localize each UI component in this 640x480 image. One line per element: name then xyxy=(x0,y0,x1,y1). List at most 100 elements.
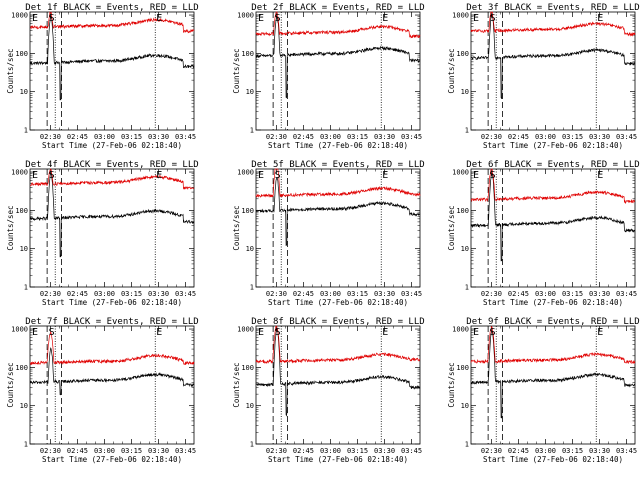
x-tick-label: 03:00 xyxy=(320,133,341,141)
end-marker: E xyxy=(382,13,388,24)
y-axis-label: Counts/sec xyxy=(6,362,15,407)
plot-frame xyxy=(29,11,195,131)
x-tick-label: 03:30 xyxy=(374,447,395,455)
x-tick-label: 02:45 xyxy=(508,447,529,455)
panel-title: Det 2f BLACK = Events, RED = LLD xyxy=(251,3,424,13)
end-marker: E xyxy=(156,170,162,181)
x-tick-label: 03:15 xyxy=(562,447,583,455)
events-series-line xyxy=(29,172,195,258)
x-tick-label: 02:30 xyxy=(40,133,61,141)
plot-frame xyxy=(470,11,636,131)
detector-panel-2: Det 2f BLACK = Events, RED = LLD 1 10 100 10… xyxy=(232,3,425,150)
detector-panel-6: Det 6f BLACK = Events, RED = LLD 1 10 100 10… xyxy=(447,160,640,307)
end-marker: E xyxy=(597,170,603,181)
detector-panel-9: Det 9f BLACK = Events, RED = LLD 1 10 100 10… xyxy=(447,317,640,464)
start-marker: E xyxy=(473,327,479,338)
x-tick-label: 03:00 xyxy=(94,447,115,455)
panel-title: Det 5f BLACK = Events, RED = LLD xyxy=(251,160,424,170)
panel-title: Det 3f BLACK = Events, RED = LLD xyxy=(466,3,639,13)
end-marker: E xyxy=(597,13,603,24)
y-tick-label: 10 xyxy=(246,402,254,410)
x-tick-label: 03:30 xyxy=(589,447,610,455)
y-tick-label: 100 xyxy=(456,364,469,372)
y-axis-label: Counts/sec xyxy=(447,205,456,250)
events-series-line xyxy=(255,327,421,417)
y-tick-label: 100 xyxy=(15,364,28,372)
x-tick-label: 03:15 xyxy=(562,290,583,298)
x-tick-label: 02:45 xyxy=(293,290,314,298)
start-marker: E xyxy=(473,170,479,181)
y-tick-label: 1000 xyxy=(452,169,469,177)
start-marker: E xyxy=(258,327,264,338)
y-tick-label: 1000 xyxy=(11,169,28,177)
x-tick-label: 03:00 xyxy=(320,290,341,298)
x-axis-label: Start Time (27-Feb-06 02:18:40) xyxy=(42,141,182,150)
y-tick-label: 1 xyxy=(24,284,28,292)
lld-series-line xyxy=(29,168,195,190)
x-tick-label: 03:30 xyxy=(589,133,610,141)
peak-marker: S xyxy=(275,327,281,338)
panel-title: Det 1f BLACK = Events, RED = LLD xyxy=(25,3,198,13)
plot-frame xyxy=(255,325,421,445)
start-marker: E xyxy=(258,170,264,181)
end-marker: E xyxy=(156,13,162,24)
events-series-line xyxy=(255,15,421,99)
x-tick-label: 02:30 xyxy=(40,447,61,455)
panel-title: Det 9f BLACK = Events, RED = LLD xyxy=(466,317,639,327)
events-series-line xyxy=(470,330,636,419)
x-tick-label: 03:15 xyxy=(347,447,368,455)
panel-title: Det 7f BLACK = Events, RED = LLD xyxy=(25,317,198,327)
x-tick-label: 03:30 xyxy=(589,290,610,298)
x-tick-label: 03:15 xyxy=(347,290,368,298)
lld-series-line xyxy=(255,168,421,198)
y-axis-label: Counts/sec xyxy=(232,48,241,93)
x-tick-label: 03:45 xyxy=(616,447,637,455)
plot-frame xyxy=(255,168,421,288)
y-tick-label: 1 xyxy=(465,441,469,449)
y-tick-label: 1000 xyxy=(237,326,254,334)
x-tick-label: 02:30 xyxy=(266,133,287,141)
x-tick-label: 03:45 xyxy=(401,447,422,455)
peak-marker: S xyxy=(49,13,55,24)
events-series-line xyxy=(470,173,636,262)
start-marker: E xyxy=(473,13,479,24)
x-tick-label: 03:00 xyxy=(535,133,556,141)
end-marker: E xyxy=(382,170,388,181)
y-tick-label: 1000 xyxy=(452,12,469,20)
plot-frame xyxy=(470,325,636,445)
y-tick-label: 10 xyxy=(20,402,28,410)
end-marker: E xyxy=(597,327,603,338)
x-tick-label: 02:30 xyxy=(481,133,502,141)
x-tick-label: 03:30 xyxy=(148,447,169,455)
detector-panel-4: Det 4f BLACK = Events, RED = LLD 1 10 100 10… xyxy=(6,160,199,307)
y-tick-label: 1000 xyxy=(11,326,28,334)
lld-series-line xyxy=(470,325,636,365)
detector-panel-3: Det 3f BLACK = Events, RED = LLD 1 10 100 10… xyxy=(447,3,640,150)
panel-title: Det 6f BLACK = Events, RED = LLD xyxy=(466,160,639,170)
y-tick-label: 100 xyxy=(241,207,254,215)
end-marker: E xyxy=(382,327,388,338)
end-marker: E xyxy=(156,327,162,338)
x-axis-label: Start Time (27-Feb-06 02:18:40) xyxy=(268,141,408,150)
panel-title: Det 8f BLACK = Events, RED = LLD xyxy=(251,317,424,327)
x-tick-label: 02:30 xyxy=(481,447,502,455)
x-tick-label: 03:15 xyxy=(121,447,142,455)
y-tick-label: 10 xyxy=(20,245,28,253)
start-marker: E xyxy=(32,13,38,24)
start-marker: E xyxy=(32,327,38,338)
plot-frame xyxy=(255,11,421,131)
y-tick-label: 1 xyxy=(250,441,254,449)
x-tick-label: 02:30 xyxy=(266,447,287,455)
y-tick-label: 1 xyxy=(250,284,254,292)
x-tick-label: 02:45 xyxy=(293,447,314,455)
y-axis-label: Counts/sec xyxy=(6,48,15,93)
x-tick-label: 02:45 xyxy=(293,133,314,141)
y-tick-label: 100 xyxy=(456,207,469,215)
lld-series-line xyxy=(255,11,421,39)
start-marker: E xyxy=(32,170,38,181)
x-axis-label: Start Time (27-Feb-06 02:18:40) xyxy=(483,141,623,150)
x-axis-label: Start Time (27-Feb-06 02:18:40) xyxy=(42,298,182,307)
x-tick-label: 03:45 xyxy=(175,133,196,141)
x-tick-label: 03:00 xyxy=(94,290,115,298)
peak-marker: S xyxy=(275,170,281,181)
